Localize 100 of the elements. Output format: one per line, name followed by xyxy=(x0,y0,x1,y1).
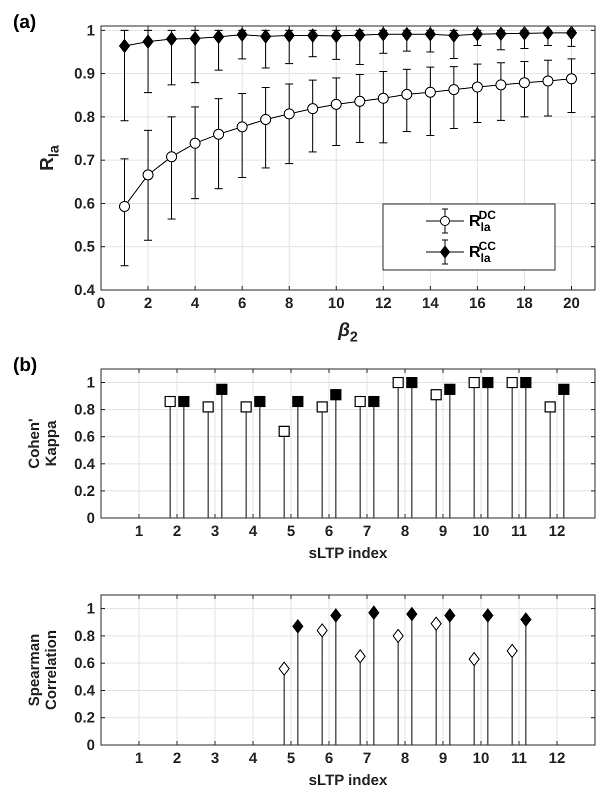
point xyxy=(495,26,506,41)
point xyxy=(240,401,252,413)
point xyxy=(482,608,494,622)
point xyxy=(190,32,201,46)
y-tick-label: 1 xyxy=(86,374,95,392)
x-tick-label: 8 xyxy=(400,523,410,540)
x-tick-label: 9 xyxy=(438,523,448,540)
point xyxy=(354,396,366,408)
x-tick-label: 6 xyxy=(324,750,334,767)
x-tick-label: 18 xyxy=(516,295,533,312)
point xyxy=(292,396,304,408)
point xyxy=(506,376,518,388)
point xyxy=(178,396,190,408)
y-axis-title: Spearman Correlation xyxy=(26,630,60,710)
point xyxy=(518,77,530,88)
point xyxy=(401,27,412,42)
text: (a) xyxy=(13,12,36,33)
point xyxy=(119,200,130,212)
x-tick-label: 2 xyxy=(172,750,182,767)
x-tick-label: 9 xyxy=(438,750,448,767)
y-tick-label: 0.8 xyxy=(74,402,95,419)
point xyxy=(518,26,530,40)
point xyxy=(482,376,494,388)
point xyxy=(142,169,154,180)
x-tick-label: 5 xyxy=(286,750,296,767)
point xyxy=(202,401,214,413)
point xyxy=(330,608,342,622)
point xyxy=(544,401,556,413)
point xyxy=(448,84,460,96)
x-tick-label: 4 xyxy=(190,295,200,312)
y-axis-title: Cohen' Kappa xyxy=(26,418,60,469)
x-tick-label: 1 xyxy=(134,750,144,767)
point xyxy=(292,619,304,634)
point xyxy=(216,384,228,395)
point xyxy=(542,26,554,40)
point xyxy=(430,389,442,400)
point xyxy=(495,79,506,90)
x-tick-label: 14 xyxy=(422,295,440,312)
x-tick-label: 2 xyxy=(144,295,152,312)
point xyxy=(468,652,480,666)
x-tick-label: 4 xyxy=(248,750,258,767)
y-tick-label: 0.2 xyxy=(74,482,95,500)
point xyxy=(254,396,266,408)
point xyxy=(520,612,532,627)
point xyxy=(166,151,178,162)
x-axis-title: sLTP index xyxy=(308,545,388,562)
x-tick-label: 11 xyxy=(511,750,527,767)
point xyxy=(284,108,295,120)
point xyxy=(316,623,328,638)
point xyxy=(166,32,178,46)
x-tick-label: 3 xyxy=(210,523,220,540)
point xyxy=(430,616,442,631)
point xyxy=(406,607,418,622)
x-tick-label: 6 xyxy=(238,295,246,312)
text: (b) xyxy=(13,355,38,376)
point xyxy=(307,103,318,114)
point xyxy=(260,114,272,125)
point xyxy=(213,128,224,140)
point xyxy=(368,606,380,620)
y-tick-label: 0.4 xyxy=(74,682,96,700)
y-tick-label: 0 xyxy=(86,737,95,754)
y-tick-label: 0.2 xyxy=(74,710,95,727)
x-tick-label: 11 xyxy=(511,523,527,540)
point xyxy=(406,376,418,388)
point xyxy=(401,88,412,100)
point xyxy=(284,28,295,43)
x-tick-label: 10 xyxy=(472,523,490,540)
point xyxy=(566,73,577,84)
y-tick-label: 0.4 xyxy=(74,282,96,299)
x-tick-label: 4 xyxy=(248,523,258,540)
point xyxy=(542,75,554,86)
x-tick-label: 12 xyxy=(548,750,566,767)
point xyxy=(354,28,366,42)
x-tick-label: 12 xyxy=(548,523,566,540)
point xyxy=(236,121,248,132)
y-tick-label: 0.8 xyxy=(74,108,95,126)
point xyxy=(378,27,389,42)
y-tick-label: 0.6 xyxy=(74,655,95,672)
point xyxy=(164,396,176,408)
point xyxy=(142,34,154,49)
point xyxy=(368,396,380,408)
point xyxy=(307,28,318,43)
point xyxy=(444,608,456,622)
x-tick-label: 1 xyxy=(134,523,144,540)
x-tick-label: 16 xyxy=(469,295,486,312)
point xyxy=(506,644,518,658)
point xyxy=(392,628,404,643)
x-tick-label: 20 xyxy=(563,295,580,312)
x-tick-label: 10 xyxy=(472,750,490,767)
x-tick-label: 12 xyxy=(374,295,392,312)
x-tick-label: 8 xyxy=(285,295,294,312)
y-tick-label: 0.4 xyxy=(74,456,96,473)
x-axis-title: sLTP index xyxy=(308,772,388,789)
y-tick-label: 0.8 xyxy=(74,628,95,645)
point xyxy=(330,98,342,110)
y-tick-label: 0.7 xyxy=(74,152,95,170)
point xyxy=(558,384,570,395)
point xyxy=(119,38,130,53)
point xyxy=(566,26,577,40)
x-tick-label: 7 xyxy=(362,523,372,540)
